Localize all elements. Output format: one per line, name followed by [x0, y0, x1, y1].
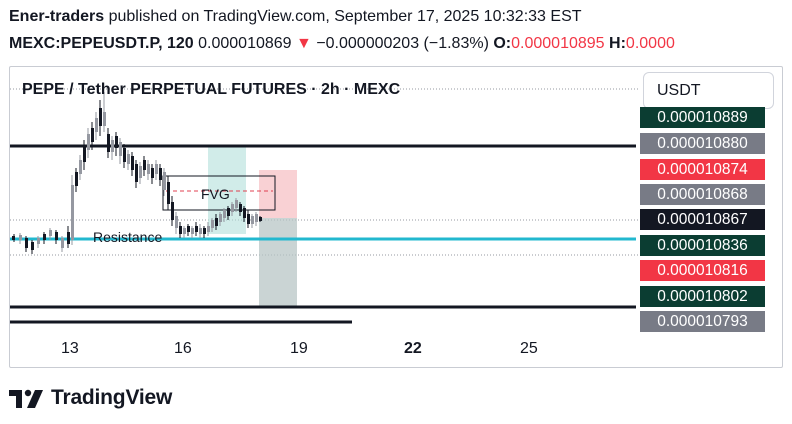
resistance-label: Resistance — [93, 229, 163, 245]
brand-name: TradingView — [51, 386, 173, 409]
currency-selector[interactable]: USDT — [643, 72, 774, 109]
fvg-box — [162, 175, 276, 211]
short-target-zone — [259, 218, 297, 307]
open-label: O: — [493, 35, 512, 52]
fvg-label: FVG — [201, 186, 230, 202]
time-tick: 25 — [520, 340, 538, 357]
high-label: H: — [609, 35, 626, 52]
price-change: −0.000000203 (−1.83%) — [316, 35, 489, 52]
price-scale-label: 0.000010816 — [640, 260, 765, 281]
price-scale-label: 0.000010793 — [640, 311, 765, 332]
long-target-zone — [208, 146, 246, 234]
price-scale-label: 0.000010874 — [640, 159, 765, 180]
time-tick: 13 — [61, 340, 79, 357]
brand-logo[interactable]: TradingView — [9, 385, 172, 411]
price-scale-label: 0.000010802 — [640, 286, 765, 307]
chart-title: PEPE / Tether PERPETUAL FUTURES · 2h · M… — [22, 81, 401, 98]
price-scale-label: 0.000010880 — [640, 133, 765, 154]
short-stop-zone — [259, 170, 297, 218]
price-scale-label: 0.000010867 — [640, 209, 765, 230]
publish-info: Ener-traders published on TradingView.co… — [9, 8, 582, 26]
high-value: 0.0000 — [625, 35, 675, 52]
down-arrow-icon: ▼ — [296, 35, 312, 52]
time-tick: 22 — [404, 340, 422, 357]
open-value: 0.000010895 — [511, 35, 605, 52]
last-price: 0.000010869 — [198, 35, 292, 52]
time-tick: 19 — [290, 340, 308, 357]
price-scale-label: 0.000010868 — [640, 184, 765, 205]
tradingview-logo-icon — [9, 389, 43, 408]
price-scale-label: 0.000010836 — [640, 235, 765, 256]
author-name[interactable]: Ener-traders — [9, 8, 105, 25]
candle-series — [12, 92, 262, 254]
published-text: published on TradingView.com, September … — [104, 8, 582, 25]
symbol-label: MEXC:PEPEUSDT.P, 120 — [9, 35, 194, 52]
price-scale-label: 0.000010889 — [640, 107, 765, 128]
symbol-info: MEXC:PEPEUSDT.P, 120 0.000010869 ▼ −0.00… — [9, 35, 675, 53]
time-tick: 16 — [174, 340, 192, 357]
